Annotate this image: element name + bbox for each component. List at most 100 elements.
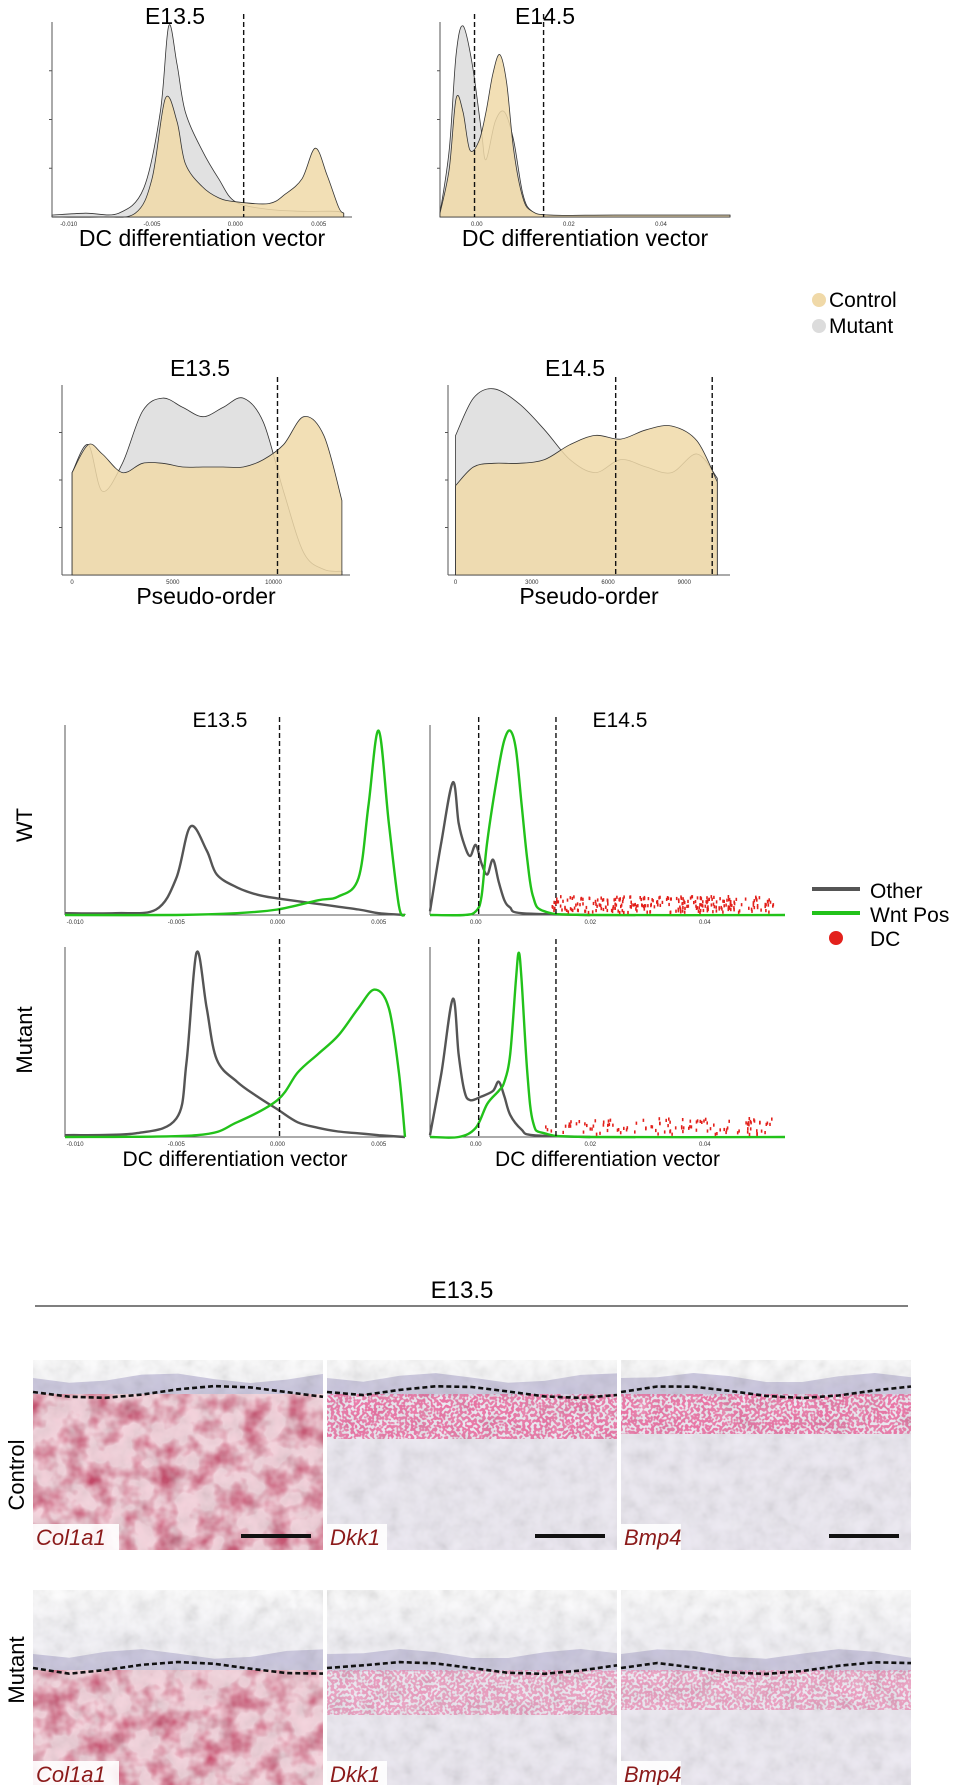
dc-point <box>571 908 574 913</box>
legend-mutant-swatch <box>812 319 826 333</box>
x-tick-label: 5000 <box>166 580 180 586</box>
chart-a1: -0.010 -0.005 0.000 0.005 E13.5 DC differenti… <box>49 3 352 251</box>
x-tick-label: 0 <box>454 580 458 586</box>
dc-point <box>682 1130 684 1134</box>
dc-point <box>749 1127 752 1131</box>
dc-point <box>666 896 669 900</box>
x-tick-label: 0.000 <box>270 920 286 926</box>
dc-point <box>647 897 650 901</box>
dc-point <box>595 902 597 906</box>
x-tick-label: 0.00 <box>470 920 482 926</box>
dc-point <box>556 897 558 901</box>
dc-point <box>580 897 582 901</box>
dc-point <box>767 903 770 907</box>
dc-point <box>591 910 594 914</box>
dc-point <box>680 1125 683 1129</box>
dc-point <box>613 898 615 902</box>
dc-point <box>712 910 714 914</box>
dc-point <box>555 900 558 904</box>
dc-point <box>707 905 709 909</box>
dc-point <box>635 904 638 908</box>
dc-point <box>719 1128 721 1132</box>
dc-point <box>671 1132 673 1136</box>
dc-point <box>587 910 590 915</box>
dc-point <box>607 1123 609 1127</box>
dc-point <box>737 910 740 914</box>
dc-point <box>690 895 693 899</box>
dc-point <box>756 1132 758 1136</box>
dc-point <box>634 902 636 907</box>
dc-point <box>658 1117 661 1121</box>
gene-label-bg <box>33 1524 119 1550</box>
dc-point <box>746 1130 749 1134</box>
series-control-area <box>71 416 343 576</box>
dc-point <box>674 1126 677 1130</box>
dc-point <box>729 901 732 905</box>
x-axis-label: DC differentiation vector <box>123 1148 348 1171</box>
dc-point <box>656 900 658 904</box>
gene-label: Dkk1 <box>330 1525 380 1550</box>
dc-point <box>731 904 733 908</box>
dc-point <box>690 1125 693 1129</box>
dc-point <box>622 897 624 901</box>
dc-point <box>750 1121 752 1125</box>
dc-point <box>599 1131 601 1135</box>
gene-label: Col1a1 <box>36 1525 106 1550</box>
dc-point <box>695 906 698 910</box>
dc-point <box>621 900 624 904</box>
dc-point <box>576 908 579 912</box>
dc-point <box>647 904 649 908</box>
dc-point <box>677 898 680 902</box>
dc-point <box>643 905 645 909</box>
x-tick-label: 0.04 <box>699 1142 711 1148</box>
dc-point <box>639 896 641 900</box>
chart-title: E14.5 <box>515 3 575 29</box>
dc-point <box>723 1127 725 1132</box>
dc-point <box>740 903 743 907</box>
dc-point <box>701 1120 703 1124</box>
dc-point <box>573 895 575 899</box>
dc-point <box>759 1120 761 1124</box>
dc-point <box>575 903 577 907</box>
dc-point <box>772 904 774 908</box>
dc-point <box>766 1121 769 1125</box>
dc-point <box>700 903 702 907</box>
dc-point <box>715 905 717 909</box>
dc-point <box>626 1126 629 1130</box>
chart-c3: -0.010 -0.005 0.000 0.005 DC differentiation… <box>64 939 407 1171</box>
dc-point <box>707 907 709 911</box>
x-tick-label: -0.010 <box>67 1142 85 1148</box>
dc-point <box>720 905 722 910</box>
dc-point <box>712 902 715 906</box>
series-wnt-pos-line <box>429 951 786 1139</box>
dc-point <box>599 904 602 908</box>
dermal-epidermal-boundary <box>620 1385 912 1400</box>
dc-point <box>554 902 557 906</box>
dc-point <box>726 898 728 902</box>
series-other-line <box>428 781 591 917</box>
dc-point <box>727 895 730 899</box>
dc-point <box>658 896 660 900</box>
dc-point <box>643 907 646 911</box>
dc-point <box>748 1132 751 1136</box>
tissue-texture <box>327 1360 617 1550</box>
dc-point <box>644 904 647 908</box>
dc-point <box>614 897 617 901</box>
dc-point <box>582 902 584 906</box>
x-axis-label: DC differentiation vector <box>462 225 709 251</box>
dc-point <box>726 1126 729 1130</box>
series-other-line <box>64 950 406 1139</box>
dc-point <box>569 896 572 900</box>
dc-point <box>616 1128 619 1132</box>
dc-point <box>612 906 614 910</box>
x-tick-label: 0.00 <box>471 222 483 228</box>
dc-point <box>600 907 603 911</box>
dc-point <box>641 903 643 907</box>
ish-panel-control-bmp4: Bmp4 <box>620 1360 912 1550</box>
dc-point <box>709 1127 712 1131</box>
dc-point <box>698 906 700 910</box>
x-axis-label: Pseudo-order <box>136 583 276 609</box>
dc-point <box>612 1123 614 1127</box>
dc-point <box>614 902 616 906</box>
dc-point <box>669 1120 671 1124</box>
